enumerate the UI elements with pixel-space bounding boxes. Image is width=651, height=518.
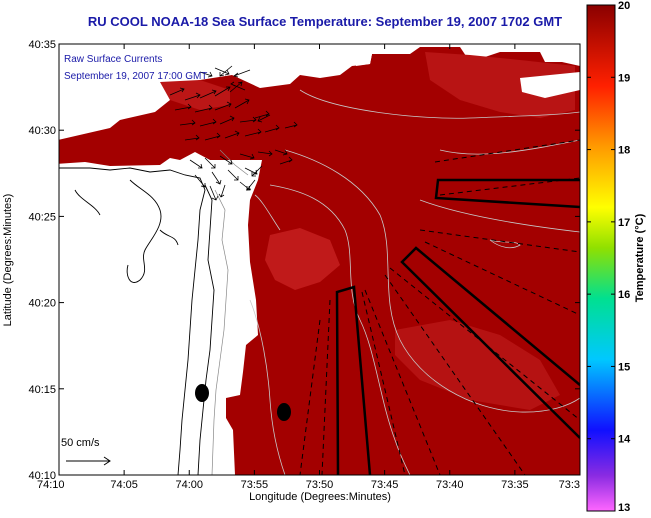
colorbar-label: Temperature (°C): [634, 213, 646, 302]
y-tick-label: 40:35: [28, 39, 56, 51]
x-tick-label: 73:40: [436, 479, 464, 491]
coastline: [59, 167, 215, 475]
y-tick-label: 40:25: [28, 211, 56, 223]
shoal-contour: [211, 149, 249, 475]
y-tick-label: 40:10: [28, 470, 56, 482]
x-tick-label: 74:00: [175, 479, 203, 491]
scale-label: 50 cm/s: [61, 437, 100, 449]
y-axis: 40:35 40:30 40:25 40:20 40:15 40:10: [28, 39, 580, 482]
sampling-boxes: [335, 178, 580, 475]
x-tick-label: 74:05: [110, 479, 138, 491]
scale-arrow: [66, 456, 111, 466]
sst-warm-patch: [160, 80, 230, 110]
inset-title: Raw Surface Currents: [64, 54, 162, 65]
colorbar-tick-label: 16: [618, 289, 630, 301]
map-title: RU COOL NOAA-18 Sea Surface Temperature:…: [87, 14, 563, 29]
colorbar-tick-label: 20: [618, 0, 630, 12]
colorbar-ticks: 20 19 18 17 16 15 14 13: [587, 0, 631, 514]
colorbar-tick-label: 13: [618, 502, 630, 514]
y-axis-label: Latitude (Degrees:Minutes): [2, 194, 14, 327]
x-axis-label: Longitude (Degrees:Minutes): [249, 491, 391, 503]
bathymetry-contours: [249, 89, 580, 475]
colorbar-tick-label: 14: [618, 434, 631, 446]
sst-warm-patch: [265, 228, 340, 290]
x-tick-label: 73:35: [501, 479, 529, 491]
x-tick-label: 74:10: [37, 479, 65, 491]
current-vectors: [169, 65, 298, 201]
sst-warm-patch: [425, 52, 575, 118]
x-tick-label: 73:45: [371, 479, 399, 491]
x-tick-label: 73:55: [241, 479, 269, 491]
colorbar-tick-label: 18: [618, 145, 630, 157]
sst-warm-patch: [395, 320, 560, 410]
x-tick-label: 73:50: [306, 479, 334, 491]
inset-timestamp: September 19, 2007 17:00 GMT: [64, 71, 207, 82]
colorbar: [586, 4, 616, 512]
x-tick-label: 73:3: [559, 479, 580, 491]
nodata-patch: [355, 54, 372, 66]
y-tick-label: 40:15: [28, 384, 56, 396]
nodata-patch: [520, 72, 580, 98]
x-axis: 74:10 74:05 74:00 73:55 73:50 73:45 73:40 73:35…: [37, 44, 581, 491]
colorbar-tick-label: 15: [618, 361, 630, 373]
colorbar-tick-label: 17: [618, 217, 630, 229]
y-tick-label: 40:30: [28, 125, 56, 137]
y-tick-label: 40:20: [28, 298, 56, 310]
station-marker: [195, 384, 209, 402]
station-marker: [277, 403, 291, 421]
colorbar-tick-label: 19: [618, 72, 630, 84]
